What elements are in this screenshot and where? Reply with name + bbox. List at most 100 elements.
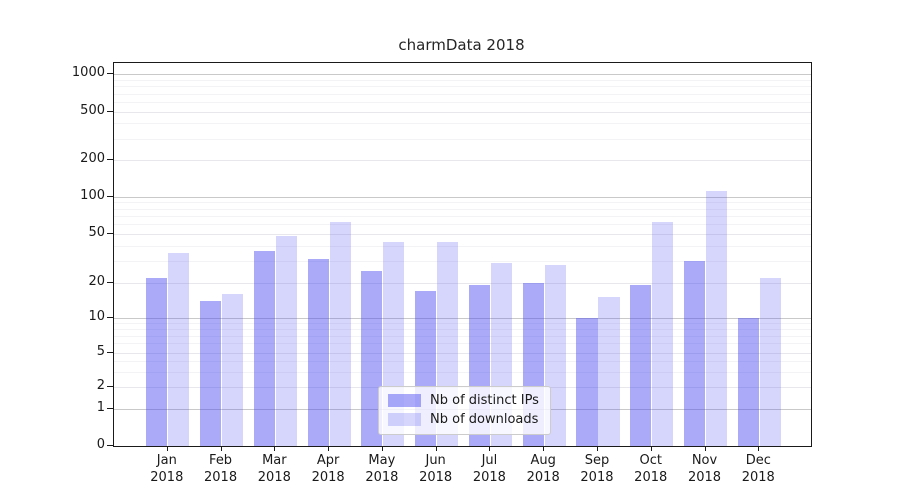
y-tick-label-1000: 1000 [71,65,105,81]
legend-label-distinct-ips: Nb of distinct IPs [430,393,539,408]
x-tick-month: Oct [639,453,662,468]
x-tick-mark-apr [328,447,330,451]
y-tick-label-0: 0 [96,437,105,452]
minor-gridline [114,328,811,330]
gridline-500 [114,111,811,113]
y-tick-label-500: 500 [80,102,105,118]
x-tick-label-jun: Jun 2018 [408,452,464,486]
x-tick-label-dec: Dec 2018 [730,452,786,486]
x-tick-month: Aug [530,453,556,468]
x-tick-year: 2018 [257,470,291,485]
y-tick-label-100: 100 [80,187,105,203]
minor-gridline [114,361,811,363]
y-tick-mark-100 [107,195,113,197]
minor-gridline [114,323,811,325]
minor-gridline [114,138,811,140]
y-tick-label-1: 1 [96,399,105,415]
legend-swatch-downloads [388,413,421,426]
gridline-5 [114,352,811,354]
x-tick-year: 2018 [526,470,560,485]
legend-label-downloads: Nb of downloads [430,412,539,427]
x-tick-label-sep: Sep 2018 [569,452,625,486]
bar-ips-dec [737,317,759,446]
x-tick-year: 2018 [741,470,775,485]
minor-gridline [114,371,811,373]
y-tick-mark-0 [107,445,113,446]
x-tick-label-nov: Nov 2018 [677,452,733,486]
x-tick-label-aug: Aug 2018 [515,452,571,486]
gridline-200 [114,160,811,161]
bar-ips-may [361,270,383,446]
x-tick-year: 2018 [419,470,453,485]
x-tick-label-may: May 2018 [354,452,410,486]
bar-downloads-mar [275,235,297,446]
minor-gridline [114,335,811,337]
gridline-10 [114,317,811,319]
x-tick-year: 2018 [634,470,668,485]
y-tick-label-200: 200 [80,151,105,166]
x-tick-month: Jul [481,453,498,468]
x-tick-month: Jun [425,453,446,468]
x-tick-label-jul: Jul 2018 [461,452,517,486]
bar-downloads-apr [329,222,351,446]
x-tick-month: Nov [691,453,718,468]
x-tick-year: 2018 [311,470,345,485]
minor-gridline [114,343,811,345]
x-tick-label-apr: Apr 2018 [300,452,356,486]
bar-downloads-oct [652,222,674,446]
bar-ips-oct [630,285,652,446]
x-tick-month: May [368,453,396,468]
bar-ips-nov [683,261,706,446]
x-tick-mark-sep [596,447,598,451]
legend-item-distinct-ips: Nb of distinct IPs [388,393,539,408]
y-tick-mark-50 [107,232,113,234]
x-tick-mark-jan [166,447,168,451]
x-tick-year: 2018 [472,470,506,485]
y-tick-mark-200 [107,159,113,160]
y-tick-mark-1 [107,407,113,409]
bar-ips-jan [146,277,168,446]
x-tick-label-oct: Oct 2018 [623,452,679,486]
y-tick-label-20: 20 [88,273,105,289]
y-tick-mark-2 [107,386,113,388]
x-tick-mark-jun [435,447,437,451]
x-tick-mark-oct [650,447,652,451]
legend-item-downloads: Nb of downloads [388,412,539,427]
y-tick-label-50: 50 [88,224,105,240]
y-tick-mark-500 [107,110,113,112]
x-tick-year: 2018 [687,470,722,485]
minor-gridline [114,86,811,88]
x-tick-month: Dec [745,453,771,468]
x-tick-mark-jul [489,447,491,451]
x-tick-month: Apr [316,453,340,468]
x-tick-mark-nov [704,447,706,451]
x-tick-mark-dec [758,447,760,451]
chart-title: charmData 2018 [398,36,525,54]
gridline-50 [114,233,811,235]
gridline-20 [114,282,811,284]
gridline-1000 [114,74,811,76]
minor-gridline [114,202,811,204]
x-tick-mark-mar [274,447,276,451]
x-tick-year: 2018 [204,470,238,485]
y-tick-mark-1000 [107,73,113,75]
x-tick-label-feb: Feb 2018 [193,452,249,486]
minor-gridline [114,79,811,81]
y-tick-label-2: 2 [96,378,105,394]
plot-area: Nb of distinct IPs Nb of downloads [113,62,812,447]
minor-gridline [114,123,811,125]
legend-swatch-distinct-ips [388,394,421,407]
gridline-100 [114,196,811,198]
x-tick-month: Jan [156,453,177,468]
legend: Nb of distinct IPs Nb of downloads [378,386,551,435]
x-tick-year: 2018 [150,470,184,485]
y-tick-label-5: 5 [96,343,105,359]
bar-downloads-jan [168,252,190,446]
bar-downloads-nov [705,190,728,446]
minor-gridline [114,223,811,225]
minor-gridline [114,215,811,217]
bar-downloads-dec [759,277,781,446]
x-tick-mark-aug [543,447,545,451]
y-tick-mark-20 [107,281,113,283]
